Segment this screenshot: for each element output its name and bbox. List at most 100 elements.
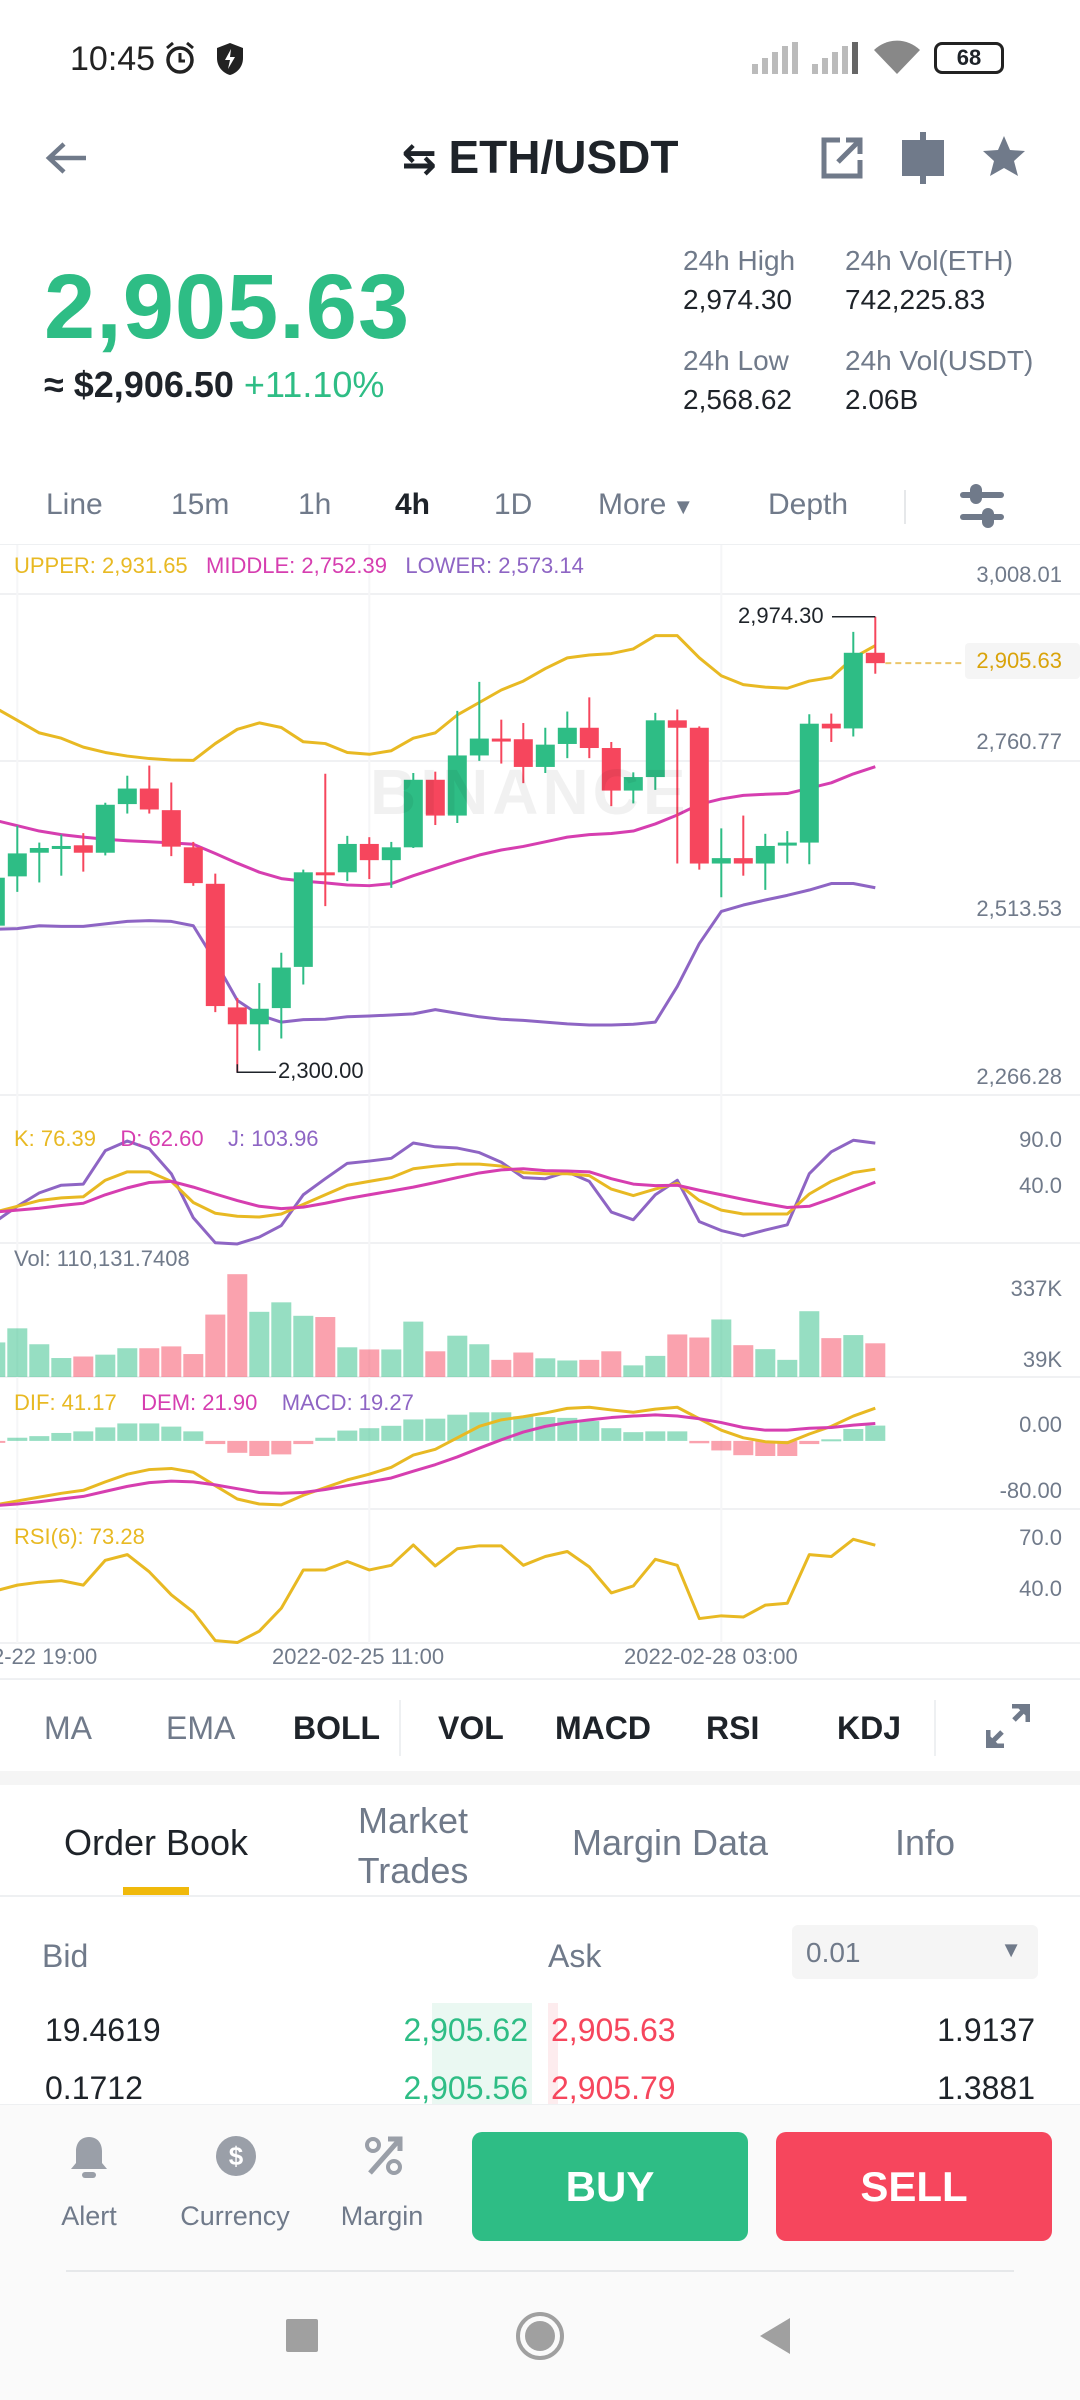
macd-histogram-bar [73, 1431, 94, 1441]
price-axis-label: 2,513.53 [976, 896, 1062, 921]
tab-depth[interactable]: Depth [768, 488, 849, 521]
indicator-ema[interactable]: EMA [166, 1710, 236, 1746]
fullscreen-expand-icon[interactable] [986, 1704, 1030, 1748]
macd-histogram-bar [711, 1440, 732, 1451]
tab-15m[interactable]: 15m [171, 488, 230, 521]
bid-price: 2,905.56 [403, 2070, 528, 2106]
candle-body [381, 847, 401, 861]
share-icon[interactable] [820, 136, 864, 180]
macd-histogram-bar [755, 1440, 776, 1456]
volume-bar [799, 1311, 820, 1377]
section-gap [0, 1771, 1080, 1785]
margin-button[interactable]: Margin [312, 2135, 452, 2235]
candle-body [403, 779, 423, 848]
macd-dif-label: DIF: 41.17 [14, 1390, 117, 1415]
volume-bar [117, 1348, 138, 1377]
low-value: 2,568.62 [683, 384, 792, 415]
svg-text:$: $ [229, 2141, 244, 2171]
volume-bar [51, 1358, 72, 1377]
macd-histogram-bar [425, 1418, 446, 1441]
home-nav-button[interactable] [514, 2310, 566, 2362]
shield-icon [217, 43, 243, 75]
volume-bar [733, 1345, 754, 1377]
chart-settings-icon[interactable] [960, 482, 1004, 530]
vol-base-value: 742,225.83 [845, 284, 986, 315]
macd-histogram-bar [403, 1419, 424, 1441]
indicator-kdj[interactable]: KDJ [837, 1710, 902, 1746]
fiat-price-row: ≈ $2,906.50 +11.10% [44, 364, 384, 406]
kdj-axis-label: 40.0 [1019, 1173, 1062, 1198]
tab-info[interactable]: Info [894, 1822, 956, 1863]
candle-body [271, 967, 291, 1009]
tab-market-trades[interactable]: Market Trades [357, 1800, 469, 1891]
star-icon[interactable] [982, 134, 1026, 178]
tab-order-book[interactable]: Order Book [63, 1822, 249, 1863]
volume-bar [315, 1317, 336, 1377]
currency-button[interactable]: $ Currency [165, 2135, 305, 2235]
volume-bar [403, 1321, 424, 1377]
bell-icon [71, 2137, 107, 2178]
indicator-vol[interactable]: VOL [438, 1710, 504, 1746]
battery-indicator: 68 [934, 42, 1004, 74]
tab-margin-data[interactable]: Margin Data [571, 1822, 769, 1863]
low-label: 24h Low [683, 345, 789, 376]
indicator-boll[interactable]: BOLL [293, 1710, 381, 1746]
tab-1d[interactable]: 1D [494, 488, 533, 521]
macd-histogram-bar [689, 1440, 710, 1444]
volume-bar [777, 1359, 798, 1377]
indicator-rsi[interactable]: RSI [706, 1710, 760, 1746]
macd-histogram-bar [95, 1427, 116, 1441]
alert-button[interactable]: Alert [19, 2135, 159, 2235]
volume-bar [205, 1314, 226, 1377]
macd-histogram-bar [645, 1431, 666, 1441]
candle-body [843, 652, 863, 729]
tab-1h[interactable]: 1h [298, 488, 332, 521]
buy-button[interactable]: BUY [472, 2132, 748, 2241]
candle-body [73, 845, 93, 853]
ask-price: 2,905.63 [551, 2012, 676, 2048]
indicator-macd[interactable]: MACD [555, 1710, 651, 1746]
pair-title[interactable]: ⇆ ETH/USDT [401, 131, 679, 183]
rsi-line [0, 1537, 876, 1645]
back-nav-button[interactable] [756, 2316, 792, 2356]
boll-lower-label: LOWER: 2,573.14 [405, 553, 584, 578]
volume-bar [183, 1354, 204, 1377]
tab-4h[interactable]: 4h [395, 488, 431, 521]
kdj-axis-label: 90.0 [1019, 1127, 1062, 1152]
boll-lower-line [0, 882, 876, 1027]
caret-down-icon: ▼ [672, 494, 695, 519]
compare-icon[interactable] [900, 132, 946, 184]
volume-bar [865, 1343, 886, 1377]
volume-bar [425, 1351, 446, 1377]
indicator-ma[interactable]: MA [44, 1710, 92, 1746]
dollar-icon: $ [216, 2136, 256, 2176]
candle-body [51, 845, 71, 849]
ask-header: Ask [548, 1938, 602, 1974]
macd-histogram-bar [535, 1417, 556, 1441]
candle-body [777, 842, 797, 846]
volume-bar [73, 1356, 94, 1377]
wifi-icon [874, 40, 920, 74]
back-arrow-icon[interactable] [44, 140, 88, 176]
candle-body [865, 652, 885, 664]
volume-bar [491, 1359, 512, 1377]
order-book-row[interactable]: 19.4619 2,905.62 2,905.63 1.9137 [0, 2012, 1080, 2062]
order-book-row[interactable]: 0.1712 2,905.56 2,905.79 1.3881 [0, 2070, 1080, 2120]
candle-body [513, 739, 533, 767]
sell-button[interactable]: SELL [776, 2132, 1052, 2241]
last-price: 2,905.63 [44, 256, 411, 358]
candle-body [139, 788, 159, 810]
tab-line[interactable]: Line [46, 488, 103, 521]
recents-nav-button[interactable] [286, 2319, 318, 2352]
rsi-axis-label: 70.0 [1019, 1525, 1062, 1550]
price-chart[interactable] [0, 0, 1080, 1700]
price-axis-label: 2,266.28 [976, 1064, 1062, 1089]
active-tab-indicator [123, 1887, 189, 1895]
kdj-legend: K: 76.39 D: 62.60 J: 103.96 [14, 1126, 319, 1152]
macd-histogram-bar [579, 1421, 600, 1441]
volume-bar [469, 1344, 490, 1377]
volume-bar [293, 1315, 314, 1377]
low-marker-label: 2,300.00 [278, 1058, 364, 1083]
tab-more[interactable]: More ▼ [598, 488, 695, 521]
precision-dropdown[interactable]: 0.01 ▼ [792, 1925, 1038, 1979]
